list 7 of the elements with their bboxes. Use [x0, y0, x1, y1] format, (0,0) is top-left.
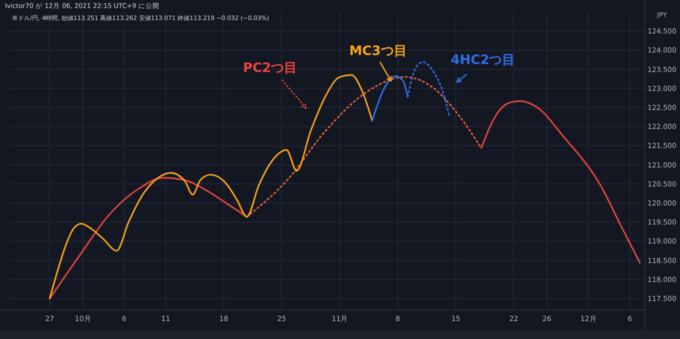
line-series — [48, 177, 248, 300]
line-series — [246, 76, 482, 218]
annotation: PC2つ目 — [242, 61, 298, 76]
line-series — [48, 74, 374, 300]
annotation: 4HC2つ目 — [450, 53, 516, 68]
line-series — [480, 100, 641, 264]
annotation: MC3つ目 — [349, 44, 407, 59]
